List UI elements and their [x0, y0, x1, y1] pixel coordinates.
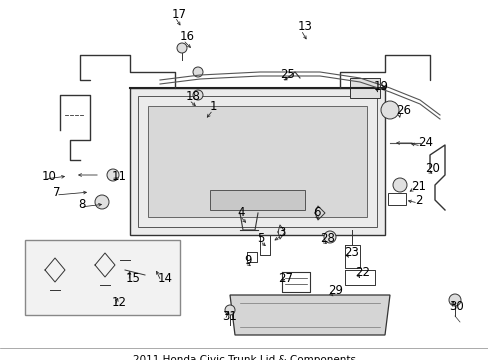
Text: 24: 24 — [417, 136, 432, 149]
Circle shape — [193, 90, 203, 100]
Text: 31: 31 — [222, 310, 236, 324]
Text: 21: 21 — [410, 180, 425, 193]
Circle shape — [95, 195, 109, 209]
Text: 14: 14 — [158, 271, 173, 284]
Text: 23: 23 — [343, 246, 358, 258]
Text: 29: 29 — [327, 284, 342, 297]
Bar — [25, 240, 180, 315]
Text: 7: 7 — [53, 185, 61, 198]
Text: 8: 8 — [78, 198, 85, 211]
Text: 9: 9 — [244, 253, 251, 266]
Circle shape — [177, 43, 186, 53]
Circle shape — [380, 101, 398, 119]
Text: 2: 2 — [414, 194, 422, 207]
Circle shape — [448, 294, 460, 306]
Text: 19: 19 — [373, 80, 388, 93]
Text: 20: 20 — [424, 162, 439, 175]
Bar — [387, 193, 405, 205]
Text: 3: 3 — [278, 226, 285, 239]
Text: 25: 25 — [280, 68, 294, 81]
Text: 28: 28 — [319, 231, 334, 244]
Text: 6: 6 — [312, 206, 320, 219]
Circle shape — [224, 305, 235, 315]
Circle shape — [392, 178, 406, 192]
Text: 17: 17 — [172, 8, 186, 21]
Text: 13: 13 — [297, 21, 312, 33]
Text: 16: 16 — [180, 31, 195, 44]
Polygon shape — [148, 106, 366, 217]
Text: 2011 Honda Civic Trunk Lid & Components: 2011 Honda Civic Trunk Lid & Components — [133, 355, 355, 360]
Text: 22: 22 — [354, 266, 369, 279]
Text: 10: 10 — [42, 170, 57, 183]
Text: 11: 11 — [112, 170, 127, 183]
Circle shape — [324, 231, 335, 243]
Polygon shape — [130, 88, 384, 235]
Text: 27: 27 — [278, 271, 292, 284]
Bar — [349, 78, 379, 98]
Text: 15: 15 — [126, 271, 141, 284]
Polygon shape — [229, 295, 389, 335]
Text: 18: 18 — [185, 90, 201, 104]
Circle shape — [193, 67, 203, 77]
Bar — [209, 190, 305, 210]
Circle shape — [107, 169, 119, 181]
Text: 4: 4 — [237, 207, 244, 220]
Text: 1: 1 — [209, 100, 217, 113]
Text: 5: 5 — [257, 231, 264, 244]
Text: 12: 12 — [112, 297, 127, 310]
Text: 30: 30 — [448, 300, 463, 312]
Text: 26: 26 — [395, 104, 410, 117]
